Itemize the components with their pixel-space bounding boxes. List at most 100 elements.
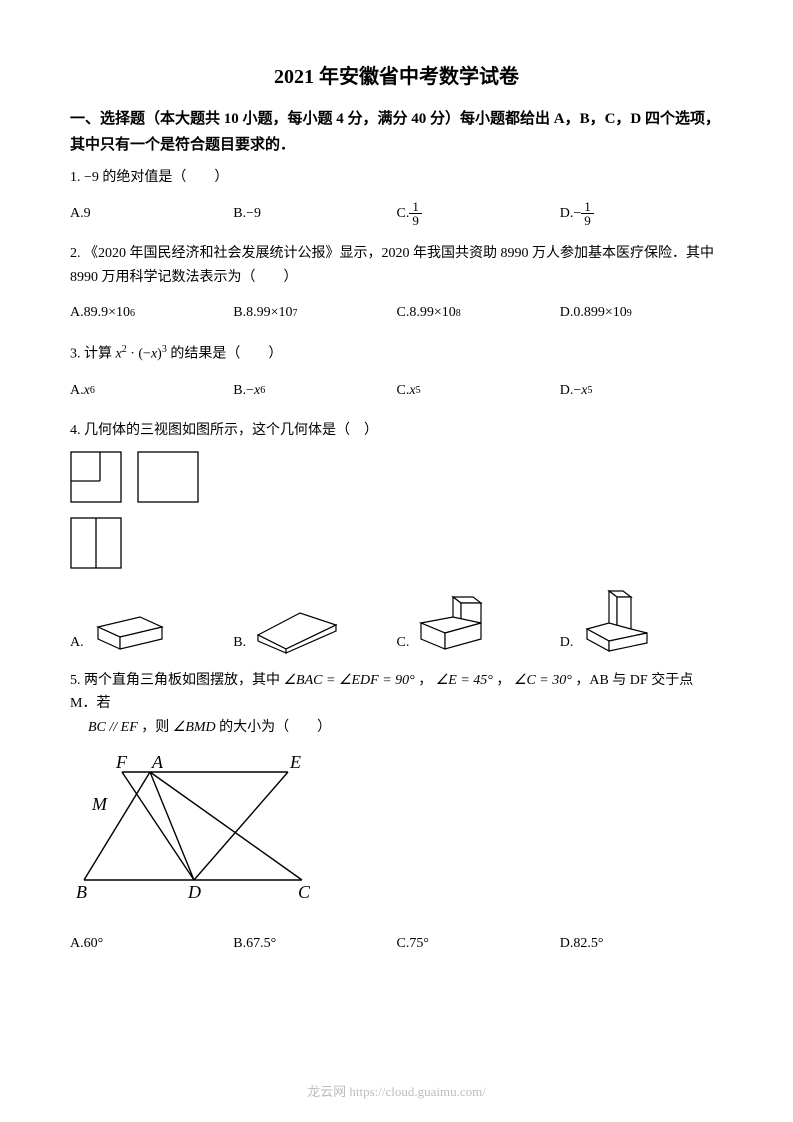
q3-optC-label: C. (397, 379, 410, 403)
q4-optC-shape-icon (415, 593, 495, 655)
q2-optD-sup: 9 (627, 305, 632, 322)
q4-view-row1 (70, 451, 210, 507)
q3-option-b: B. −x6 (233, 377, 396, 405)
q5-l1d: ∠E = 45° (436, 673, 493, 688)
q5-option-d: D. 82.5° (560, 930, 723, 958)
q4-optA-shape-icon (90, 605, 170, 655)
question-1: 1. −9 的绝对值是（ ） A. 9 B. −9 C. 1 9 D. − 1 … (70, 166, 723, 228)
q5-label-A: A (151, 754, 164, 772)
q5-optC-val: 75° (409, 932, 429, 956)
q3-optB-sup: 6 (260, 382, 265, 399)
q5-l1a: 5. 两个直角三角板如图摆放，其中 (70, 673, 284, 688)
q4-option-d: D. (560, 589, 723, 655)
q2-optD-label: D. (560, 301, 574, 325)
q1-optA-label: A. (70, 202, 84, 226)
q4-option-a: A. (70, 589, 233, 655)
q2-option-c: C. 8.99×108 (397, 299, 560, 327)
q4-optD-shape-icon (579, 589, 659, 655)
q5-option-b: B. 67.5° (233, 930, 396, 958)
q5-l1c: ， (418, 673, 432, 688)
q5-label-D: D (187, 882, 201, 902)
q4-optB-shape-icon (252, 605, 342, 655)
q2-options: A. 89.9×106 B. 8.99×107 C. 8.99×108 D. 0… (70, 299, 723, 327)
q1-optD-num: 1 (581, 200, 594, 214)
q5-optA-val: 60° (84, 932, 104, 956)
q1-optC-den: 9 (409, 214, 422, 227)
q3-stem-prefix: 3. 计算 (70, 347, 116, 362)
q3-option-d: D. −x5 (560, 377, 723, 405)
q1-optC-frac: 1 9 (409, 200, 422, 227)
q1-option-b: B. −9 (233, 200, 396, 228)
q2-optA-label: A. (70, 301, 84, 325)
q3-optD-label: D. (560, 379, 574, 403)
q3-expr-dot: · (− (127, 347, 151, 362)
question-4: 4. 几何体的三视图如图所示，这个几何体是（ ） A. B. (70, 419, 723, 655)
q3-optD-sup: 5 (588, 382, 593, 399)
q3-expr-sup3: 3 (162, 344, 167, 355)
q2-optB-base: 8.99×10 (246, 301, 292, 325)
q5-optD-label: D. (560, 932, 574, 956)
q4-option-c: C. (397, 589, 560, 655)
q5-option-a: A. 60° (70, 930, 233, 958)
q4-options: A. B. C. (70, 589, 723, 655)
q5-l1f: ∠C = 30° (514, 673, 572, 688)
page-footer: 龙云网 https://cloud.guaimu.com/ (0, 1081, 793, 1100)
q4-view-row2 (70, 517, 130, 573)
q5-l2c: ∠BMD (173, 720, 216, 735)
q1-optD-label: D. (560, 202, 574, 226)
q3-optB-label: B. (233, 379, 246, 403)
q1-optB-val: −9 (246, 202, 261, 226)
q3-options: A. x6 B. −x6 C. x5 D. −x5 (70, 377, 723, 405)
q5-optC-label: C. (397, 932, 410, 956)
q2-optB-label: B. (233, 301, 246, 325)
q2-optB-sup: 7 (293, 305, 298, 322)
q3-optC-sup: 5 (416, 382, 421, 399)
q4-optC-label: C. (397, 631, 410, 655)
q2-stem: 2. 《2020 年国民经济和社会发展统计公报》显示，2020 年我国共资助 8… (70, 246, 714, 285)
q5-label-F: F (115, 754, 128, 772)
q4-option-b: B. (233, 589, 396, 655)
q2-optA-base: 89.9×10 (84, 301, 130, 325)
q2-optC-base: 8.99×10 (409, 301, 455, 325)
q2-option-d: D. 0.899×109 (560, 299, 723, 327)
q4-optD-label: D. (560, 631, 574, 655)
q1-optC-label: C. (397, 202, 410, 226)
q2-optD-base: 0.899×10 (573, 301, 626, 325)
q1-optB-label: B. (233, 202, 246, 226)
q3-optA-sup: 6 (90, 382, 95, 399)
q5-diagram: F A E M B D C (70, 754, 723, 904)
q4-three-views (70, 451, 723, 573)
q5-l1e: ， (496, 673, 510, 688)
q2-option-b: B. 8.99×107 (233, 299, 396, 327)
q1-optD-neg: − (573, 202, 581, 226)
q1-stem: −9 的绝对值是（ ） (84, 170, 228, 185)
q2-optC-sup: 8 (456, 305, 461, 322)
q4-optA-label: A. (70, 631, 84, 655)
q2-optC-label: C. (397, 301, 410, 325)
q5-options: A. 60° B. 67.5° C. 75° D. 82.5° (70, 930, 723, 958)
q1-optA-val: 9 (84, 202, 91, 226)
q1-optD-frac: 1 9 (581, 200, 594, 227)
page-title: 2021 年安徽省中考数学试卷 (70, 60, 723, 89)
question-3: 3. 计算 x2 · (−x)3 的结果是（ ） A. x6 B. −x6 C.… (70, 341, 723, 404)
q5-optB-label: B. (233, 932, 246, 956)
q5-label-B: B (76, 882, 87, 902)
q2-optA-sup: 6 (130, 305, 135, 322)
q5-l1b: ∠BAC = ∠EDF = 90° (284, 673, 415, 688)
q1-option-a: A. 9 (70, 200, 233, 228)
q5-option-c: C. 75° (397, 930, 560, 958)
q5-l2b: ，则 (141, 720, 173, 735)
q3-option-c: C. x5 (397, 377, 560, 405)
q1-option-d: D. − 1 9 (560, 200, 723, 228)
q5-optB-val: 67.5° (246, 932, 276, 956)
q5-optA-label: A. (70, 932, 84, 956)
section-1-header: 一、选择题（本大题共 10 小题，每小题 4 分，满分 40 分）每小题都给出 … (70, 107, 723, 158)
q1-stem-prefix: 1. (70, 170, 84, 185)
q1-optD-den: 9 (581, 214, 594, 227)
q5-l2a: BC // EF (88, 720, 138, 735)
q4-stem: 4. 几何体的三视图如图所示，这个几何体是（ ） (70, 423, 378, 438)
q3-option-a: A. x6 (70, 377, 233, 405)
q5-l2d: 的大小为（ ） (219, 720, 331, 735)
q5-label-C: C (298, 882, 311, 902)
q5-label-E: E (289, 754, 301, 772)
